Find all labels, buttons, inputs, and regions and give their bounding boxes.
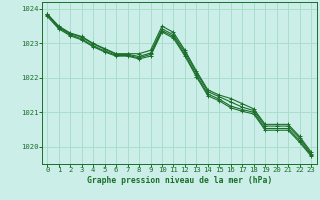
X-axis label: Graphe pression niveau de la mer (hPa): Graphe pression niveau de la mer (hPa)	[87, 176, 272, 185]
